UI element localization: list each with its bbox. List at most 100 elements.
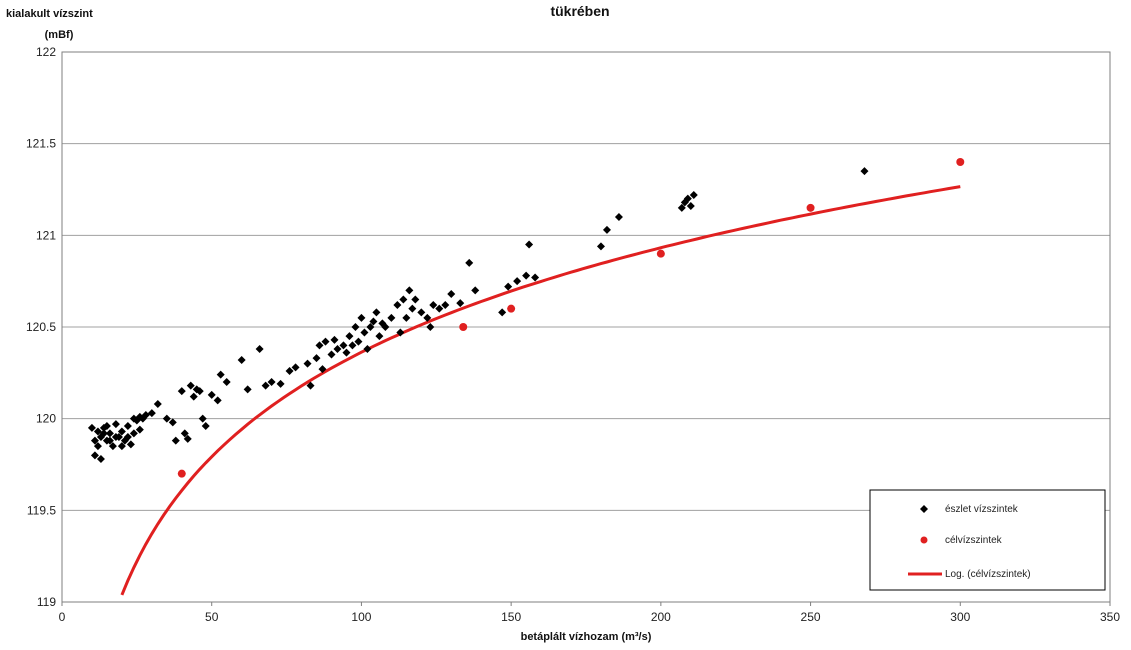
observed-point [96, 455, 105, 463]
observed-point [255, 345, 264, 353]
x-tick-label: 350 [1100, 610, 1120, 624]
x-tick-label: 100 [351, 610, 371, 624]
observed-point [141, 411, 150, 419]
x-tick-labels: 0 50 100 150 200 250 300 350 [59, 602, 1120, 624]
y-axis-title-line2: (mBf) [45, 29, 74, 41]
observed-point [99, 429, 108, 438]
observed-point [683, 194, 692, 203]
y-tick-label: 121.5 [26, 137, 56, 151]
observed-point [162, 414, 171, 423]
observed-point [312, 354, 321, 363]
observed-point [318, 365, 327, 374]
observed-point [360, 328, 369, 337]
target-point [656, 249, 665, 258]
observed-point [387, 313, 396, 322]
observed-point [330, 335, 339, 344]
observed-point [411, 295, 420, 304]
x-tick-label: 0 [59, 610, 66, 624]
observed-point [417, 308, 426, 317]
legend-observed-label: észlet vízszintek [945, 504, 1019, 515]
observed-point [345, 332, 354, 341]
observed-point [522, 271, 531, 280]
observed-point [369, 317, 378, 326]
chart-title: tükrében [550, 3, 609, 19]
observed-point [399, 295, 408, 304]
observed-point [860, 167, 869, 176]
observed-point [168, 418, 177, 427]
observed-point [366, 323, 375, 331]
observed-point [602, 225, 611, 234]
y-tick-labels: 119 119.5 120 120.5 121 121.5 122 [26, 45, 56, 609]
observed-point [429, 301, 438, 309]
x-tick-label: 150 [501, 610, 521, 624]
observed-point [423, 313, 432, 322]
observed-point [183, 434, 192, 443]
observed-point [201, 422, 210, 430]
observed-point [87, 423, 96, 432]
observed-point [402, 313, 411, 322]
observed-point [177, 387, 186, 396]
observed-point [426, 323, 435, 331]
x-tick-label: 300 [950, 610, 970, 624]
observed-point [90, 436, 99, 445]
observed-point [408, 304, 417, 313]
observed-point [180, 429, 189, 438]
observed-point [393, 301, 402, 309]
observed-point [207, 390, 216, 399]
y-axis-title-line1: kialakult vízszint [6, 8, 93, 20]
legend-trend-label: Log. (célvízszintek) [945, 569, 1031, 580]
observed-point [339, 341, 348, 350]
observed-point [689, 191, 698, 199]
observed-point [351, 323, 360, 331]
observed-point [111, 420, 120, 429]
observed-point [267, 378, 276, 386]
x-axis-title: betáplált vízhozam (m³/s) [521, 631, 652, 643]
observed-point [686, 202, 695, 210]
observed-point [396, 328, 405, 337]
observed-point [111, 433, 120, 441]
observed-point [441, 301, 450, 309]
target-point [177, 469, 186, 478]
observed-point [153, 400, 162, 408]
observed-point [129, 429, 138, 438]
y-tick-label: 120.5 [26, 320, 56, 334]
observed-point [198, 414, 207, 423]
legend-target-label: célvízszintek [945, 535, 1003, 546]
observed-point [498, 308, 507, 317]
observed-point [285, 367, 294, 375]
observed-point [105, 429, 114, 438]
observed-point [354, 337, 363, 346]
observed-point [357, 313, 366, 322]
observed-point [189, 392, 198, 401]
target-point [956, 158, 965, 166]
plot-area-border [61, 51, 1111, 603]
observed-point [333, 345, 342, 353]
target-point [507, 304, 516, 313]
observed-point [614, 213, 623, 221]
observed-point [447, 290, 456, 298]
observed-point [321, 337, 330, 346]
observed-point [435, 304, 444, 313]
y-tick-label: 121 [36, 228, 56, 242]
observed-point [363, 345, 372, 353]
observed-point [123, 422, 132, 430]
observed-point [195, 387, 204, 396]
observed-point [315, 341, 324, 350]
observed-point [135, 425, 144, 434]
observed-point [596, 242, 605, 251]
y-tick-label: 122 [36, 45, 56, 59]
observed-point [129, 414, 138, 423]
y-tick-label: 120 [36, 412, 56, 426]
log-trend-series [120, 185, 961, 596]
observed-point [456, 299, 465, 308]
observed-point [135, 412, 144, 421]
legend-target-marker [920, 536, 928, 544]
observed-point [222, 378, 231, 386]
trend-line [120, 185, 961, 596]
x-tick-label: 200 [651, 610, 671, 624]
observed-point [171, 436, 180, 445]
observed-point [93, 427, 102, 436]
observed-point [186, 381, 195, 390]
legend: észlet vízszintek célvízszintek Log. (cé… [869, 489, 1106, 591]
